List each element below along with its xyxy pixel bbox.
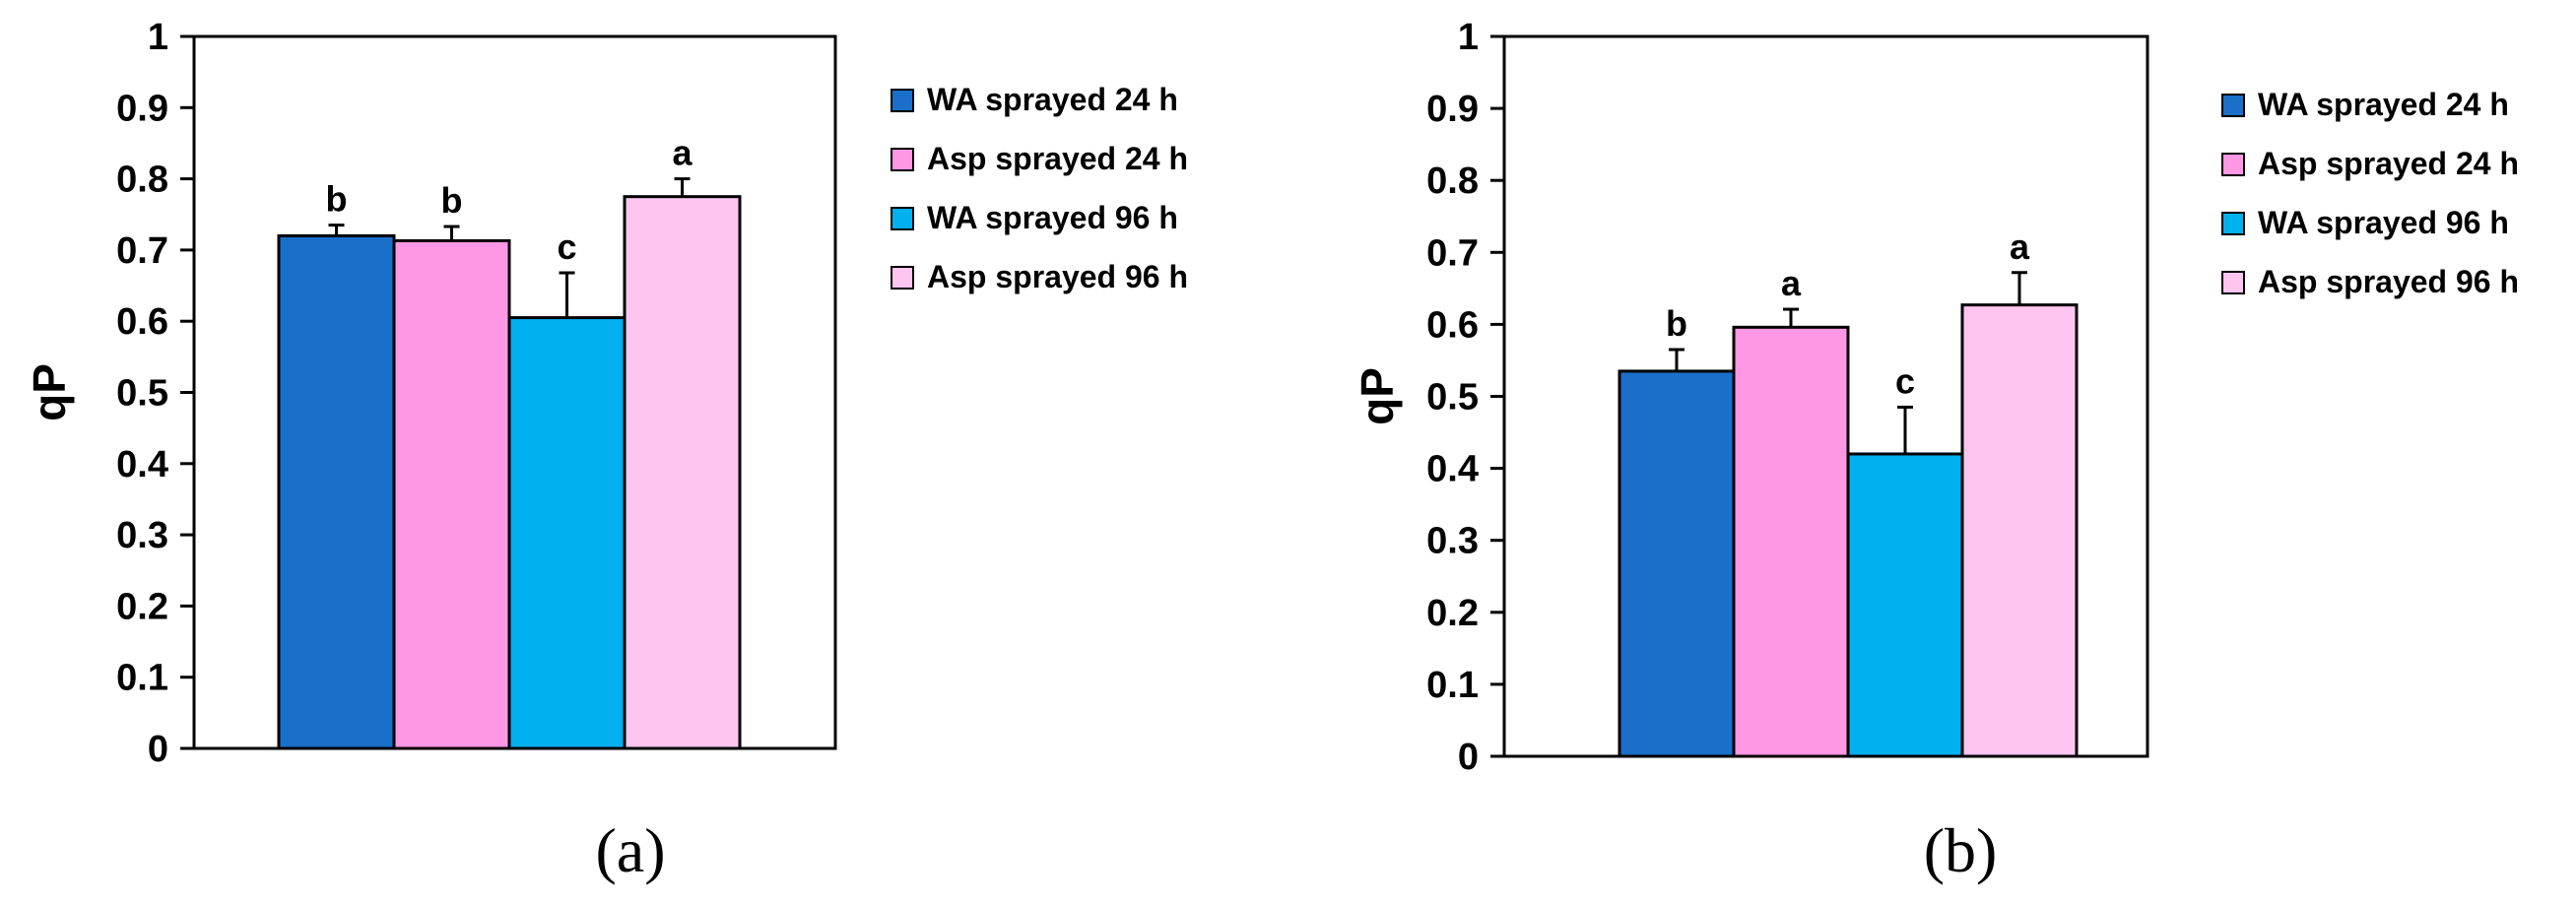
significance-letter: c [557, 226, 576, 267]
y-tick-label: 0.6 [1426, 304, 1479, 346]
legend-label: Asp sprayed 24 h [2258, 146, 2519, 181]
y-tick-label: 0.7 [116, 230, 168, 272]
y-tick-label: 0.1 [1426, 665, 1479, 706]
legend-swatch [891, 207, 914, 230]
chart-panel-a: 0 0.1 0.2 0.3 0.4 0.5 0.6 0.7 0.8 0.9 1 qP b b c a WA sp… [24, 17, 1188, 885]
y-tick-label: 0.8 [1426, 161, 1479, 202]
legend: WA sprayed 24 h Asp sprayed 24 h WA spraye… [891, 82, 1188, 294]
chart-panel-b: 0 0.1 0.2 0.3 0.4 0.5 0.6 0.7 0.8 0.9 1 qP b a c a WA sp… [1352, 17, 2519, 885]
bar-4 [1960, 303, 2079, 758]
y-tick-label: 0.8 [116, 160, 168, 201]
legend: WA sprayed 24 h Asp sprayed 24 h WA spraye… [2221, 87, 2519, 299]
y-tick-label: 0 [1458, 737, 1479, 778]
y-tick-label: 0.1 [116, 658, 168, 699]
bar-1 [277, 233, 396, 750]
y-tick-label: 0.6 [116, 301, 168, 343]
y-tick-label: 0.9 [1426, 89, 1479, 130]
y-axis-label: qP [24, 363, 75, 421]
y-tick-label: 0.7 [1426, 232, 1479, 274]
y-tick-label: 0.3 [116, 515, 168, 556]
significance-letter: b [1666, 303, 1687, 344]
y-tick-label: 0.2 [116, 586, 168, 627]
y-tick-label: 1 [1458, 17, 1479, 58]
bar-3 [1846, 452, 1964, 758]
bar-1 [1618, 369, 1736, 758]
bar-2 [392, 239, 511, 750]
y-tick-label: 0.9 [116, 88, 168, 129]
y-tick-label: 0.2 [1426, 593, 1479, 634]
panel-label: (a) [595, 815, 665, 885]
significance-letter: a [672, 133, 693, 173]
bar-3 [507, 316, 627, 750]
legend-label: WA sprayed 24 h [2258, 87, 2509, 122]
bar-2 [1732, 325, 1850, 758]
legend-label: Asp sprayed 96 h [2258, 264, 2519, 299]
legend-swatch [891, 148, 914, 171]
legend-swatch [2221, 94, 2245, 117]
y-tick-label: 0.5 [1426, 377, 1479, 419]
legend-swatch [2221, 271, 2245, 294]
legend-label: Asp sprayed 24 h [927, 141, 1188, 176]
significance-letter: a [1781, 263, 1802, 303]
legend-label: WA sprayed 96 h [2258, 205, 2509, 240]
legend-label: WA sprayed 96 h [927, 200, 1178, 235]
significance-letter: b [441, 180, 463, 221]
legend-swatch [2221, 153, 2245, 176]
panel-label: (b) [1924, 815, 1998, 885]
y-tick-label: 1 [148, 17, 168, 58]
significance-letter: c [1895, 360, 1915, 401]
y-tick-label: 0.4 [1426, 449, 1479, 490]
y-tick-label: 0 [148, 729, 168, 770]
legend-label: WA sprayed 24 h [927, 82, 1178, 117]
y-tick-label: 0.4 [116, 444, 168, 485]
y-tick-label: 0.3 [1426, 521, 1479, 562]
significance-letter: b [326, 179, 348, 220]
legend-swatch [891, 266, 914, 290]
y-tick-label: 0.5 [116, 373, 168, 415]
significance-letter: a [2010, 226, 2030, 267]
y-axis-label: qP [1352, 367, 1403, 425]
bar-4 [623, 195, 742, 750]
legend-swatch [2221, 212, 2245, 235]
legend-label: Asp sprayed 96 h [927, 259, 1188, 294]
legend-swatch [891, 89, 914, 112]
